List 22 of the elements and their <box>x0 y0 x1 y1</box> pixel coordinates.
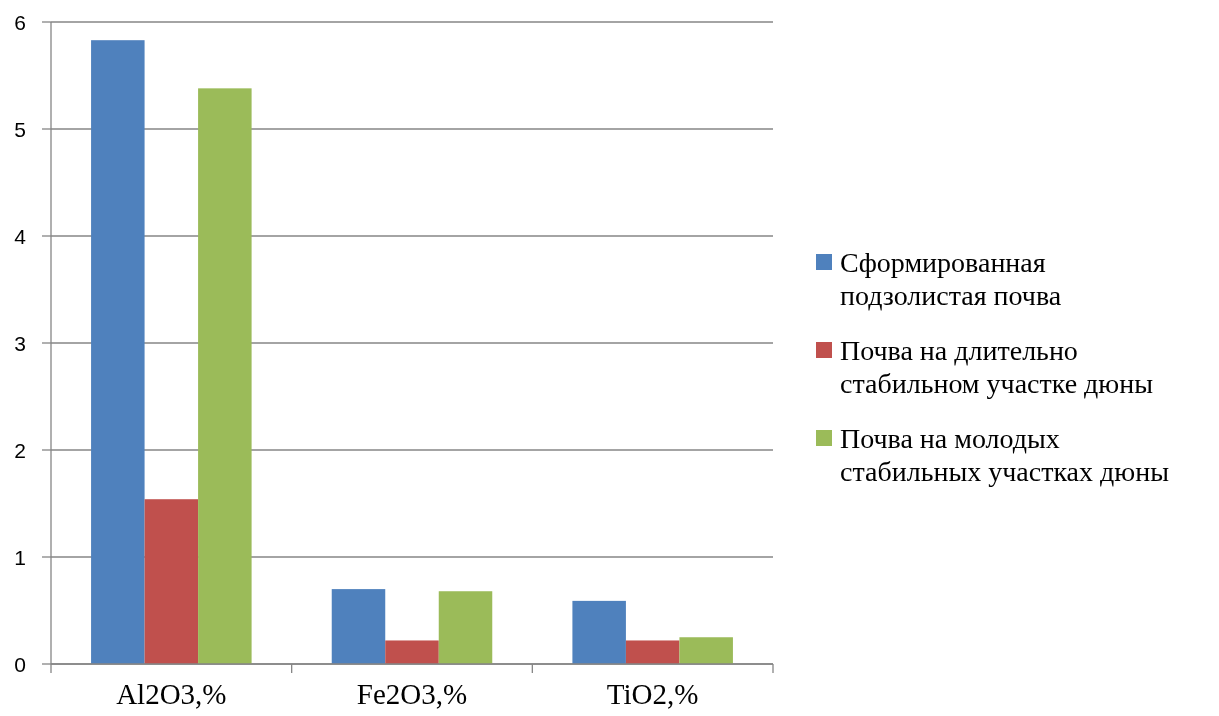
x-tick-label: Al2O3,% <box>116 678 227 710</box>
bar <box>144 499 199 664</box>
x-tick-label: TiO2,% <box>606 678 699 710</box>
y-tick-label: 2 <box>14 438 26 462</box>
y-tick-label: 4 <box>14 224 27 248</box>
bar <box>625 640 680 664</box>
legend-label: Почва на молодых стабильных участках дюны <box>840 423 1170 487</box>
y-tick-label: 5 <box>14 117 26 141</box>
x-tick-label: Fe2O3,% <box>356 678 468 710</box>
y-tick-label: 0 <box>14 652 26 676</box>
y-tick-label: 6 <box>14 10 26 34</box>
y-tick-label: 3 <box>14 331 26 355</box>
bar <box>438 591 493 664</box>
bar <box>331 589 386 664</box>
bar <box>679 637 733 664</box>
bar <box>198 88 252 664</box>
bar <box>572 600 626 664</box>
legend-label: Почва на длительно стабильном участке дюны <box>840 335 1154 399</box>
y-tick-label: 1 <box>14 545 26 569</box>
bar <box>385 640 439 664</box>
legend-label: Сформированная подзолистая почва <box>840 247 1062 311</box>
bar <box>91 40 145 664</box>
